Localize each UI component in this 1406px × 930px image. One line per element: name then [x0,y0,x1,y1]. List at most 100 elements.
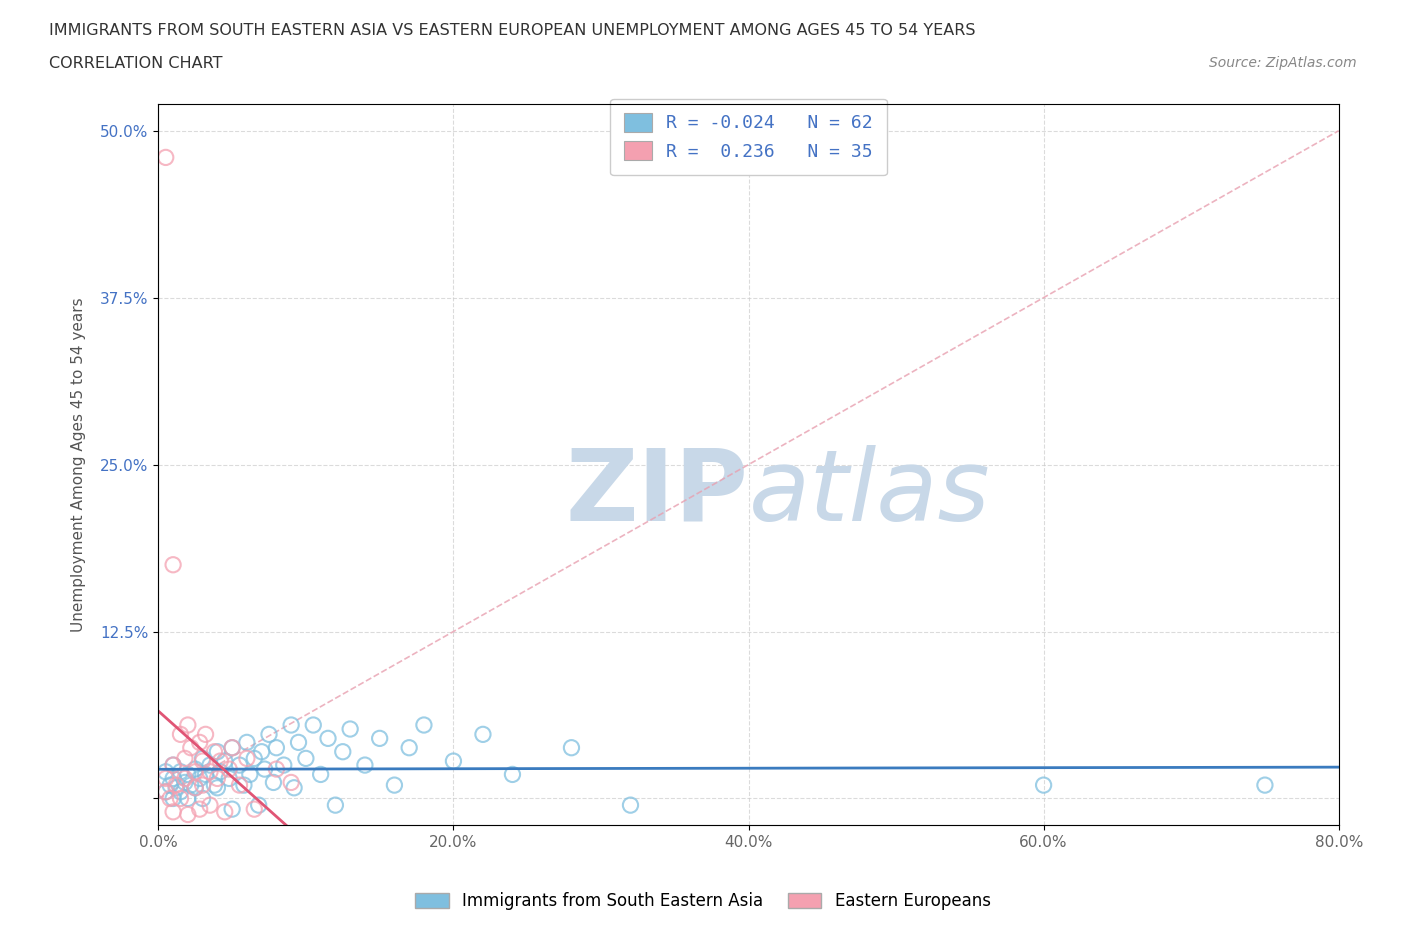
Point [243,751,266,765]
Point [243,802,266,817]
Point [162,791,184,806]
Point [191,791,214,806]
Y-axis label: Unemployment Among Ages 45 to 54 years: Unemployment Among Ages 45 to 54 years [72,298,86,631]
Point [204,744,226,759]
Point [207,744,229,759]
Point [501,767,523,782]
Text: IMMIGRANTS FROM SOUTH EASTERN ASIA VS EASTERN EUROPEAN UNEMPLOYMENT AMONG AGES 4: IMMIGRANTS FROM SOUTH EASTERN ASIA VS EA… [49,23,976,38]
Point [191,751,214,765]
Point [169,791,191,806]
Point [184,764,207,779]
Point [250,744,273,759]
Point [232,777,254,792]
Point [184,762,207,777]
Point [354,758,377,773]
Point [236,751,259,765]
Point [188,735,211,750]
Point [155,764,177,779]
Point [198,758,221,773]
Point [283,780,305,795]
Text: atlas: atlas [748,445,990,542]
Point [177,791,200,806]
Point [443,753,465,768]
Point [159,777,181,792]
Text: Source: ZipAtlas.com: Source: ZipAtlas.com [1209,56,1357,70]
Point [214,804,236,819]
Point [162,758,184,773]
Point [174,751,197,765]
Point [325,798,347,813]
Point [253,762,276,777]
Point [169,784,191,799]
Point [162,804,184,819]
Point [155,784,177,799]
Point [619,798,641,813]
Point [174,771,197,786]
Point [221,740,243,755]
Point [159,791,181,806]
Text: ZIP: ZIP [565,445,748,542]
Point [155,784,177,799]
Point [221,740,243,755]
Point [280,775,302,790]
Legend: Immigrants from South Eastern Asia, Eastern Europeans: Immigrants from South Eastern Asia, East… [409,885,997,917]
Point [198,764,221,779]
Point [191,777,214,792]
Point [188,802,211,817]
Point [295,751,318,765]
Point [239,767,262,782]
Point [165,777,187,792]
Point [247,798,270,813]
Point [228,758,250,773]
Point [209,753,232,768]
Point [177,718,200,733]
Point [198,798,221,813]
Point [266,762,288,777]
Point [207,780,229,795]
Point [1254,777,1277,792]
Point [209,764,232,779]
Point [188,771,211,786]
Legend: R = -0.024   N = 62, R =  0.236   N = 35: R = -0.024 N = 62, R = 0.236 N = 35 [610,99,887,175]
Point [169,764,191,779]
Point [155,150,177,165]
Point [471,727,494,742]
Point [339,722,361,737]
Point [413,718,436,733]
Point [207,771,229,786]
Point [204,777,226,792]
Point [236,735,259,750]
Point [218,762,240,777]
Point [169,727,191,742]
Point [287,735,309,750]
Point [191,753,214,768]
Point [218,771,240,786]
Point [368,731,391,746]
Point [174,775,197,790]
Point [162,771,184,786]
Point [257,727,280,742]
Point [194,767,217,782]
Point [155,771,177,786]
Point [398,740,420,755]
Point [177,767,200,782]
Point [1032,777,1054,792]
Point [177,807,200,822]
Point [221,802,243,817]
Point [214,753,236,768]
Point [332,744,354,759]
Point [162,758,184,773]
Point [180,740,202,755]
Point [184,780,207,795]
Point [560,740,582,755]
Point [273,758,295,773]
Point [316,731,339,746]
Point [165,780,187,795]
Point [302,718,325,733]
Point [194,727,217,742]
Text: CORRELATION CHART: CORRELATION CHART [49,56,222,71]
Point [162,557,184,572]
Point [262,775,284,790]
Point [384,777,406,792]
Point [184,780,207,795]
